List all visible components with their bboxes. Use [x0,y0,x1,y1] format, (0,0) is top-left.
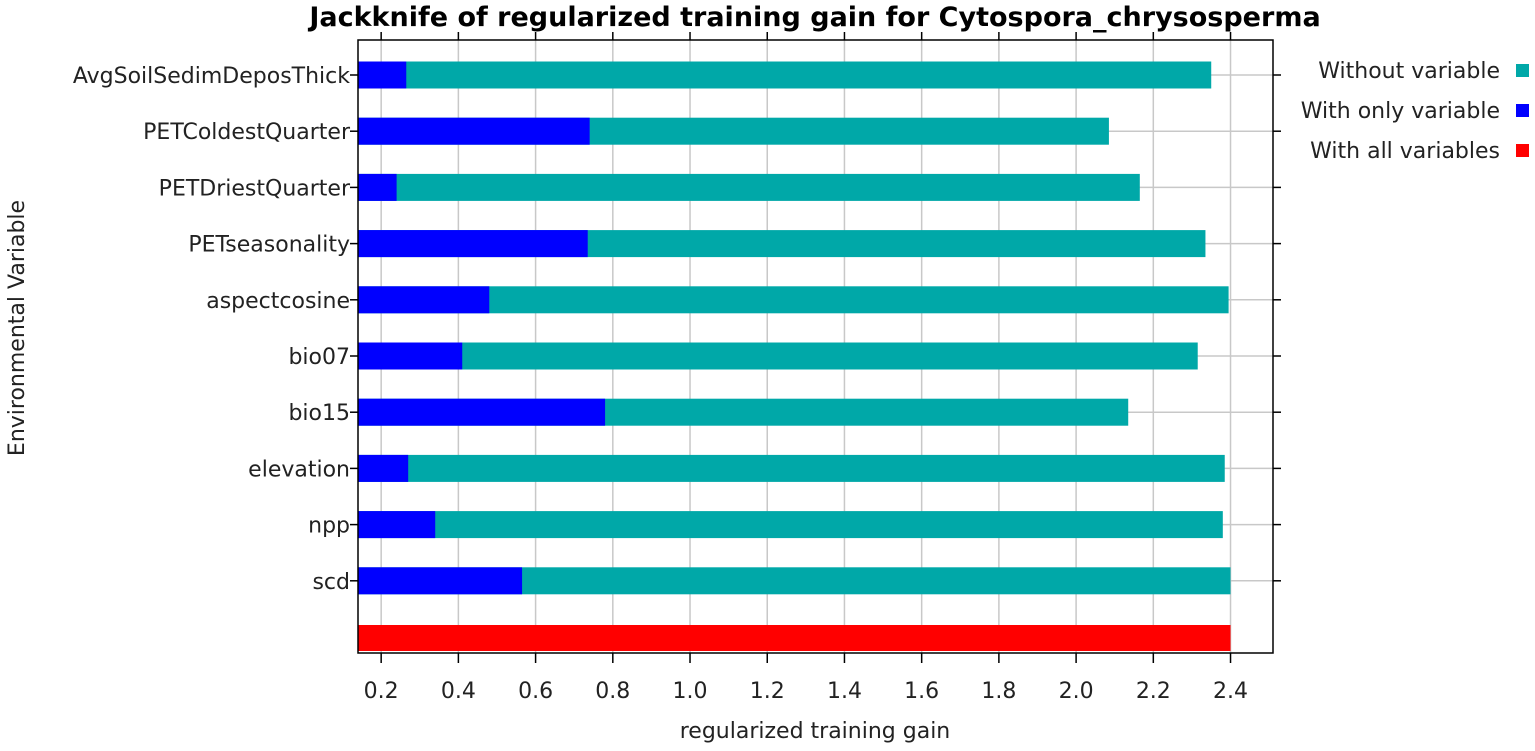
x-tick-label: 2.4 [1213,679,1248,704]
bar-without-variable [358,454,1225,482]
x-tick-label: 1.2 [750,679,785,704]
category-label: aspectcosine [206,289,350,314]
bars [358,61,1231,651]
category-label: npp [308,514,350,539]
legend-label: Without variable [1318,59,1500,84]
x-axis-label: regularized training gain [680,719,951,744]
x-tick-label: 0.6 [518,679,553,704]
bar-with-only-variable [358,567,523,595]
category-label: PETseasonality [188,233,350,258]
legend-swatch [1516,144,1529,157]
legend-label: With all variables [1310,139,1500,164]
legend-swatch [1516,104,1529,117]
legend-swatch [1516,64,1529,77]
bar-with-only-variable [358,286,490,314]
category-label: elevation [248,457,350,482]
bar-with-only-variable [358,173,397,201]
category-labels: AvgSoilSedimDeposThick PETColdestQuarter P… [73,64,351,595]
x-tick-label: 2.2 [1136,679,1171,704]
bar-without-variable [358,342,1198,370]
bar-with-only-variable [358,117,590,145]
x-tick-label: 2.0 [1059,679,1094,704]
category-label: bio15 [288,401,350,426]
category-label: bio07 [288,345,350,370]
bar-with-all-variables [358,625,1231,651]
bar-with-only-variable [358,454,409,482]
legend: Without variable With only variable With a… [1301,59,1529,164]
x-tick-label: 0.2 [364,679,399,704]
category-label: PETColdestQuarter [143,120,351,145]
legend-label: With only variable [1301,99,1500,124]
category-label: AvgSoilSedimDeposThick [73,64,350,89]
category-label: PETDriestQuarter [159,176,351,201]
bar-with-only-variable [358,398,606,426]
chart-title: Jackknife of regularized training gain f… [307,2,1320,33]
bar-without-variable [358,286,1229,314]
x-tick-label: 1.0 [673,679,708,704]
x-tick-label: 0.8 [595,679,630,704]
x-tick-label: 1.8 [981,679,1016,704]
category-label: scd [312,570,350,595]
bar-with-only-variable [358,230,588,258]
bar-with-only-variable [358,61,407,89]
bar-without-variable [358,511,1223,539]
bar-with-only-variable [358,511,436,539]
y-axis-label: Environmental Variable [5,200,30,456]
bar-with-only-variable [358,342,463,370]
ticks [350,32,1281,663]
plot-frame [357,39,1274,654]
x-tick-labels: 0.2 0.4 0.6 0.8 1.0 1.2 1.4 1.6 1.8 2.0 2.2 2.4 [364,679,1248,704]
x-tick-label: 1.6 [904,679,939,704]
bar-without-variable [358,173,1140,201]
x-tick-label: 1.4 [827,679,862,704]
x-tick-label: 0.4 [441,679,476,704]
bar-without-variable [358,61,1212,89]
